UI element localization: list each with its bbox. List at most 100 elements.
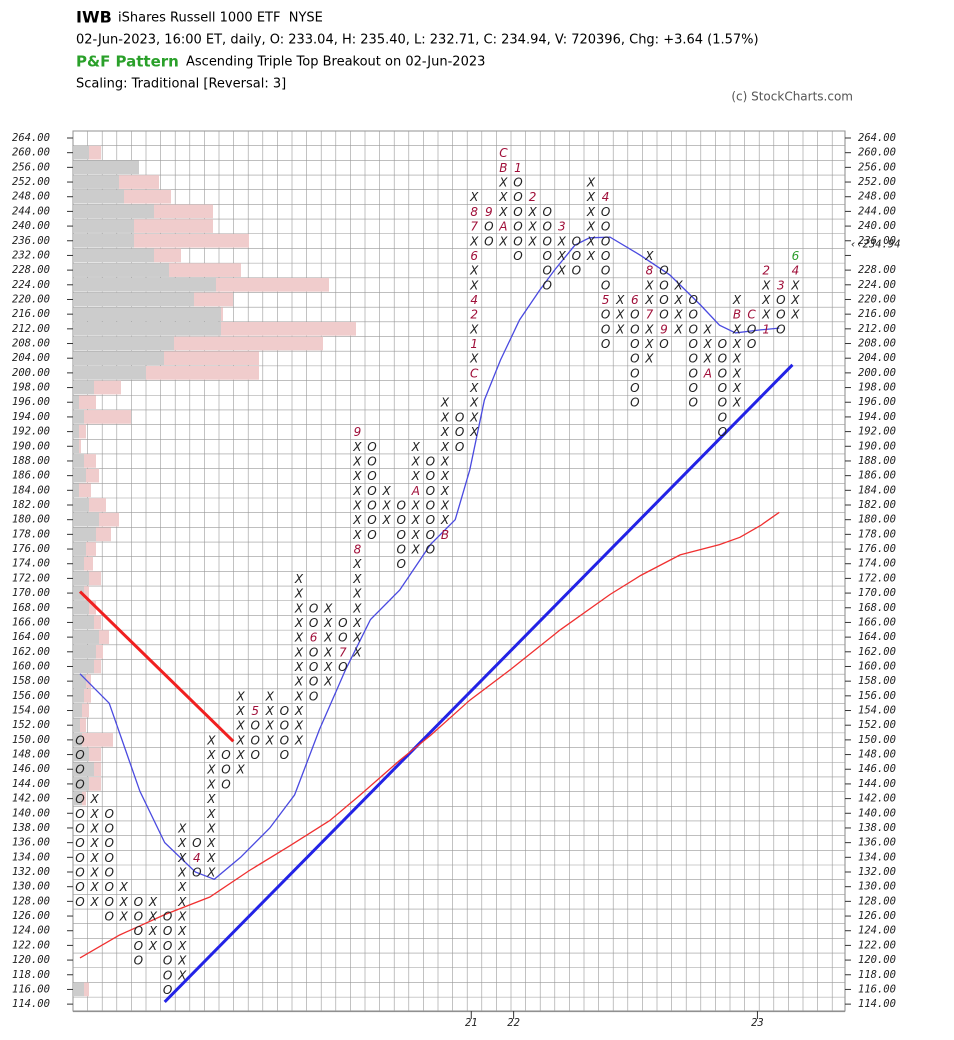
box-x: X — [352, 484, 362, 498]
y-tick-label: 152.00 — [12, 719, 50, 731]
box-o: O — [75, 733, 84, 747]
box-o: O — [250, 733, 259, 747]
box-x: X — [148, 910, 158, 924]
box-x: X — [673, 308, 683, 322]
y-tick-label: 256.00 — [12, 161, 50, 173]
box-x: X — [498, 176, 508, 190]
y-tick-label-right: 138.00 — [858, 822, 896, 834]
box-x: X — [440, 469, 450, 483]
box-x: X — [732, 381, 742, 395]
box-x: X — [732, 352, 742, 366]
volume-down — [94, 380, 121, 395]
box-x: X — [119, 895, 129, 909]
volume-up — [74, 586, 84, 600]
box-o: O — [542, 234, 551, 248]
box-x: X — [89, 895, 99, 909]
month-marker: 1 — [762, 322, 770, 336]
box-o: O — [221, 748, 230, 762]
month-marker: 8 — [354, 543, 362, 557]
volume-up — [74, 718, 80, 733]
box-o: O — [426, 499, 435, 513]
y-tick-label: 124.00 — [12, 925, 50, 937]
y-tick-label: 204.00 — [12, 352, 50, 364]
box-o: O — [367, 440, 376, 454]
month-marker: 2 — [470, 308, 478, 322]
box-o: O — [426, 469, 435, 483]
y-tick-label-right: 224.00 — [858, 279, 896, 291]
volume-up — [74, 468, 86, 483]
box-o: O — [718, 381, 727, 395]
box-x: X — [732, 337, 742, 351]
box-o: O — [426, 454, 435, 468]
y-tick-label-right: 148.00 — [858, 749, 896, 761]
box-x: X — [498, 190, 508, 204]
box-x: X — [527, 220, 537, 234]
y-tick-label-right: 154.00 — [858, 705, 896, 717]
y-tick-label-right: 196.00 — [858, 396, 896, 408]
month-marker: 9 — [354, 425, 362, 439]
box-x: X — [206, 866, 216, 880]
box-o: O — [601, 337, 610, 351]
volume-up — [74, 219, 134, 233]
volume-down — [99, 512, 119, 527]
box-o: O — [426, 528, 435, 542]
volume-up — [74, 791, 82, 806]
moving-average — [79, 236, 780, 881]
box-o: O — [630, 337, 639, 351]
y-tick-label-right: 190.00 — [858, 440, 896, 452]
box-o: O — [718, 396, 727, 410]
y-tick-label: 208.00 — [12, 338, 50, 350]
y-tick-label: 224.00 — [12, 279, 50, 291]
box-x: X — [177, 895, 187, 909]
y-tick-label-right: 174.00 — [858, 558, 896, 570]
box-x: X — [177, 836, 187, 850]
box-o: O — [601, 234, 610, 248]
y-tick-label-right: 114.00 — [858, 998, 896, 1010]
volume-up — [74, 277, 216, 292]
box-o: O — [426, 484, 435, 498]
box-o: O — [104, 866, 113, 880]
month-marker: B — [733, 308, 741, 322]
box-o: O — [718, 425, 727, 439]
box-o: O — [688, 293, 697, 307]
symbol: IWB — [76, 8, 112, 27]
box-x: X — [732, 322, 742, 336]
box-x: X — [206, 733, 216, 747]
volume-down — [134, 219, 213, 233]
y-tick-label-right: 220.00 — [858, 293, 896, 305]
box-x: X — [89, 836, 99, 850]
y-tick-label: 192.00 — [12, 426, 50, 438]
month-marker: 6 — [631, 293, 639, 307]
box-o: O — [513, 176, 522, 190]
volume-up — [74, 248, 154, 263]
month-marker: 4 — [193, 851, 201, 865]
box-x: X — [469, 410, 479, 424]
box-o: O — [104, 910, 113, 924]
box-o: O — [163, 954, 172, 968]
y-tick-label: 136.00 — [12, 837, 50, 849]
box-o: O — [630, 381, 639, 395]
box-o: O — [309, 660, 318, 674]
y-tick-label: 236.00 — [12, 235, 50, 247]
box-x: X — [352, 601, 362, 615]
box-o: O — [513, 220, 522, 234]
y-tick-label-right: 170.00 — [858, 587, 896, 599]
copyright: (c) StockCharts.com — [731, 90, 853, 104]
box-x: X — [352, 587, 362, 601]
y-tick-label: 130.00 — [12, 881, 50, 893]
box-x: X — [352, 454, 362, 468]
box-x: X — [177, 910, 187, 924]
year-label: 22 — [507, 1017, 520, 1029]
box-o: O — [163, 968, 172, 982]
box-x: X — [411, 440, 421, 454]
box-o: O — [309, 645, 318, 659]
box-x: X — [206, 821, 216, 835]
box-x: X — [790, 308, 800, 322]
box-x: X — [586, 205, 596, 219]
volume-down — [94, 762, 101, 777]
y-tick-label: 138.00 — [12, 822, 50, 834]
box-o: O — [75, 895, 84, 909]
box-x: X — [352, 572, 362, 586]
y-tick-label-right: 128.00 — [858, 895, 896, 907]
y-tick-label: 260.00 — [12, 147, 50, 159]
